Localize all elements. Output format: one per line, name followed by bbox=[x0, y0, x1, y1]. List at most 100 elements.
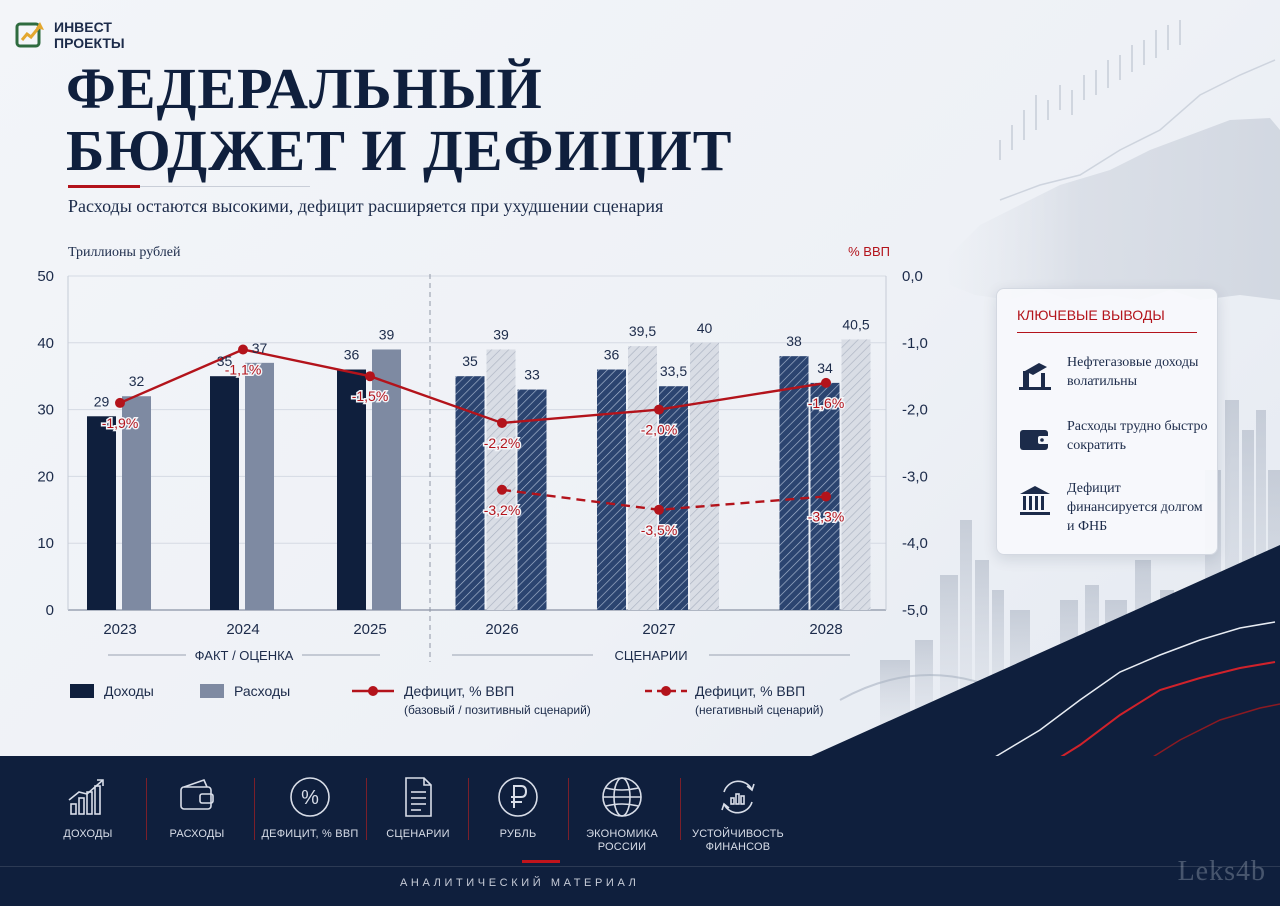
bar-value-label: 33,5 bbox=[660, 363, 687, 379]
legend-swatch-revenue bbox=[70, 684, 94, 698]
watermark-text: Leks4b bbox=[1177, 856, 1266, 887]
bar-value-label: 39 bbox=[379, 326, 395, 342]
left-tick-label: 10 bbox=[37, 535, 54, 552]
cycle-chart-icon bbox=[721, 780, 755, 814]
deficit-value-label: -2,0% bbox=[641, 422, 678, 438]
key-point-text: Нефтегазовые доходы волатильны bbox=[1067, 355, 1199, 389]
bar-value-label: 39 bbox=[493, 326, 509, 342]
footer-item-scenarios: СЦЕНАРИИ bbox=[358, 774, 478, 841]
footer-label: ЭКОНОМИКА РОССИИ bbox=[586, 828, 658, 853]
legend-label: Расходы bbox=[234, 683, 290, 699]
bank-building-icon bbox=[1020, 486, 1050, 515]
right-tick-label: 0,0 bbox=[902, 268, 923, 285]
logo-line-2: ПРОЕКТЫ bbox=[54, 35, 125, 51]
bar-2024-expense bbox=[245, 362, 274, 610]
key-point-item: Дефицит финансируется долгом и ФНБ bbox=[1017, 479, 1213, 535]
deficit-point bbox=[654, 504, 664, 515]
percent-icon: % bbox=[290, 777, 330, 817]
right-tick-label: -5,0 bbox=[902, 602, 928, 619]
deficit-point bbox=[497, 417, 507, 428]
key-points-panel: КЛЮЧЕВЫЕ ВЫВОДЫ Нефтегазовые доходы вола… bbox=[996, 288, 1218, 555]
logo-line-1: ИНВЕСТ bbox=[54, 19, 112, 35]
deficit-value-label: -1,6% bbox=[808, 395, 845, 411]
footer-separator bbox=[680, 778, 681, 840]
trend-decoration bbox=[999, 59, 1276, 201]
bar-value-label: 40 bbox=[697, 320, 713, 336]
russia-map-silhouette bbox=[945, 118, 1280, 300]
footer-caption: АНАЛИТИЧЕСКИЙ МАТЕРИАЛ bbox=[400, 877, 640, 889]
footer-label: РУБЛЬ bbox=[499, 828, 537, 840]
wallet-icon bbox=[1020, 430, 1050, 450]
year-label: 2028 bbox=[809, 621, 842, 638]
bar-2023-expense bbox=[122, 396, 151, 610]
year-label: 2023 bbox=[103, 621, 136, 638]
deficit-point bbox=[821, 491, 831, 502]
legend-marker bbox=[661, 686, 671, 696]
group-label: СЦЕНАРИИ bbox=[614, 648, 687, 663]
legend-label: Дефицит, % ВВП bbox=[695, 683, 805, 699]
legend-marker bbox=[368, 686, 378, 696]
footer-divider bbox=[0, 866, 1280, 867]
deficit-value-label: -1,5% bbox=[352, 388, 389, 404]
deficit-point bbox=[115, 397, 125, 408]
footer-bar: ДОХОДЫ РАСХОДЫ % ДЕФИЦИТ, % ВВП СЦЕНАРИИ bbox=[0, 756, 1280, 906]
ruble-icon bbox=[498, 777, 538, 817]
globe-icon bbox=[602, 777, 642, 817]
key-point-item: Нефтегазовые доходы волатильны bbox=[1017, 353, 1213, 409]
bar-growth-icon bbox=[68, 779, 104, 815]
key-points-title: КЛЮЧЕВЫЕ ВЫВОДЫ bbox=[1017, 307, 1165, 323]
deficit-line-base bbox=[119, 348, 827, 425]
footer-label: ДЕФИЦИТ, % ВВП bbox=[261, 828, 359, 840]
brand-logo: ИНВЕСТ ПРОЕКТЫ bbox=[14, 18, 125, 52]
bar-value-label: 33 bbox=[524, 367, 540, 383]
legend-label: Доходы bbox=[104, 683, 154, 699]
footer-label: РАСХОДЫ bbox=[169, 828, 225, 840]
title-line-1: ФЕДЕРАЛЬНЫЙ bbox=[66, 56, 543, 121]
bar-value-label: 39,5 bbox=[629, 323, 656, 339]
legend-note: (негативный сценарий) bbox=[695, 703, 823, 717]
bar-2027-expense bbox=[690, 342, 719, 610]
bar-2027-revenue bbox=[659, 386, 688, 610]
key-point-text: Расходы трудно быстро сократить bbox=[1067, 419, 1208, 453]
left-tick-label: 20 bbox=[37, 468, 54, 485]
footer-item-revenue: ДОХОДЫ bbox=[28, 774, 148, 841]
key-point-item: Расходы трудно быстро сократить bbox=[1017, 417, 1213, 473]
title-line-2: БЮДЖЕТ И ДЕФИЦИТ bbox=[66, 118, 733, 183]
right-tick-label: -4,0 bbox=[902, 535, 928, 552]
bar-value-label: 40,5 bbox=[842, 316, 869, 332]
bar-2027-revenue bbox=[597, 369, 626, 610]
legend-label: Дефицит, % ВВП bbox=[404, 683, 514, 699]
svg-text:%: % bbox=[301, 787, 319, 809]
bar-2027-expense bbox=[628, 346, 657, 610]
left-tick-label: 30 bbox=[37, 402, 54, 419]
footer-item-stability: УСТОЙЧИВОСТЬ ФИНАНСОВ bbox=[678, 774, 798, 854]
bar-2024-revenue bbox=[210, 376, 239, 610]
oil-pump-icon bbox=[1019, 363, 1051, 390]
group-label: ФАКТ / ОЦЕНКА bbox=[195, 648, 294, 663]
deficit-point bbox=[238, 344, 248, 355]
deficit-value-label: -2,2% bbox=[484, 435, 521, 451]
left-axis-title: Триллионы рублей bbox=[68, 245, 181, 260]
year-label: 2024 bbox=[226, 621, 259, 638]
year-label: 2025 bbox=[353, 621, 386, 638]
bar-2026-revenue bbox=[517, 389, 547, 610]
right-tick-label: -2,0 bbox=[902, 402, 928, 419]
bar-value-label: 36 bbox=[344, 347, 360, 363]
right-tick-label: -1,0 bbox=[902, 335, 928, 352]
bar-value-label: 29 bbox=[94, 393, 110, 409]
bar-value-label: 34 bbox=[817, 360, 833, 376]
legend-swatch-expense bbox=[200, 684, 224, 698]
deficit-value-label: -3,5% bbox=[641, 522, 678, 538]
footer-label: СЦЕНАРИИ bbox=[386, 828, 450, 840]
candlestick-decoration bbox=[999, 20, 1181, 160]
logo-mark-icon bbox=[15, 22, 44, 48]
footer-accent bbox=[522, 860, 560, 863]
left-tick-label: 0 bbox=[46, 602, 54, 619]
bar-2025-revenue bbox=[337, 369, 366, 610]
bar-2028-expense bbox=[841, 339, 871, 610]
bar-value-label: 37 bbox=[252, 340, 268, 356]
budget-chart: Триллионы рублей % ВВП 0 10 20 30 40 50 0,0 -1,0 -… bbox=[37, 244, 928, 717]
year-label: 2026 bbox=[485, 621, 518, 638]
key-points-rule bbox=[1017, 332, 1197, 333]
footer-item-ruble: РУБЛЬ bbox=[458, 774, 578, 841]
